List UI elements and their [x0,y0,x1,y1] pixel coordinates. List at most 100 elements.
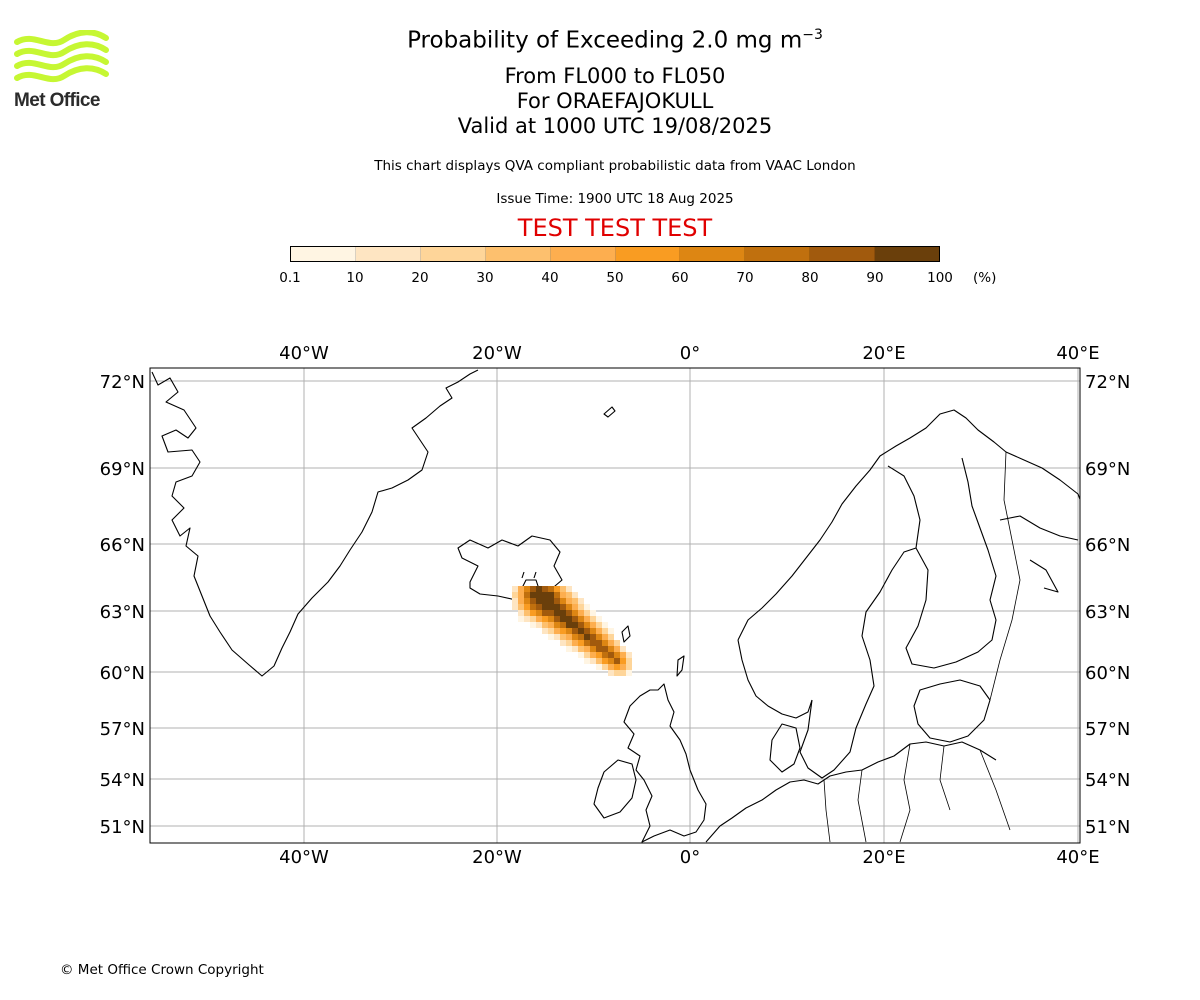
plume-cell [536,598,542,604]
plume-cell [530,598,536,604]
plume-cell [560,604,566,610]
ireland-coastline [593,759,637,819]
plume-cell [572,592,578,598]
latitude-label: 57°N [1085,719,1130,740]
plume-cell [560,634,566,640]
plume-cell [560,628,566,634]
plume-cell [584,640,590,646]
plume-cell [566,604,572,610]
plume-cell [590,628,596,634]
plume-cell [596,658,602,664]
plume-cell [602,646,608,652]
plume-cell [554,604,560,610]
issue-time: Issue Time: 1900 UTC 18 Aug 2025 [496,191,734,207]
longitude-label: 0° [680,343,700,364]
plume-cell [566,640,572,646]
plume-cell [578,640,584,646]
plume-cell [512,586,518,592]
logo-wave [14,53,109,71]
plume-cell [530,622,536,628]
shetland-coastline [676,655,685,677]
scandinavia-coastline [737,409,1080,641]
plume-cell [572,640,578,646]
longitude-label: 40°W [279,343,329,364]
plume-cell [596,652,602,658]
latitude-label: 54°N [100,770,145,791]
colorbar-tick-label: 10 [346,270,364,286]
plume-cell [584,628,590,634]
plume-cell [626,652,632,658]
plume-cell [608,646,614,652]
test-banner: TEST TEST TEST [517,214,713,242]
plume-cell [578,616,584,622]
longitude-label: 40°E [1056,847,1099,868]
plume-cell [566,592,572,598]
plume-cell [620,646,626,652]
plume-cell [572,616,578,622]
plume-cell [542,604,548,610]
latitude-label: 66°N [100,535,145,556]
plume-cell [548,598,554,604]
colorbar-segment [680,247,746,261]
colorbar-tick-label: 0.1 [279,270,301,286]
plume-cell [602,634,608,640]
plume-cell [596,628,602,634]
logo-text: Met Office [14,90,100,111]
plume-cell [536,616,542,622]
plume-cell [584,604,590,610]
plume-cell [530,604,536,610]
valid-time: Valid at 1000 UTC 19/08/2025 [457,114,773,138]
logo-wave [14,30,109,47]
colorbar-segment [485,247,551,261]
plume-cell [536,604,542,610]
plume-cell [584,652,590,658]
plume-cell [560,622,566,628]
plume-cell [542,622,548,628]
plume-cell [578,628,584,634]
colorbar-segment [745,247,811,261]
colorbar-tick-label: 30 [476,270,494,286]
plume-cell [578,610,584,616]
plume-cell [518,604,524,610]
plume-cell [620,664,626,670]
plume-cell [536,586,542,592]
plume-cell [620,670,626,676]
longitude-label: 0° [680,847,700,868]
plume-cell [560,592,566,598]
plume-cell [566,628,572,634]
plume-cell [596,616,602,622]
finland-coastline [905,457,997,669]
plume-cell [512,598,518,604]
plume-cell [584,634,590,640]
longitude-label: 20°E [862,847,905,868]
plume-cell [566,646,572,652]
baltic-coastline [913,679,991,743]
probability-colorbar [290,246,940,262]
plume-cell [578,652,584,658]
greenland-coastline [151,369,479,677]
plume-cell [560,598,566,604]
plume-cell [518,592,524,598]
plume-cell [518,610,524,616]
plume-cell [608,670,614,676]
plume-cell [602,640,608,646]
plume-cell [590,652,596,658]
plume-cell [584,610,590,616]
plume-cell [590,640,596,646]
plume-cell [614,664,620,670]
plume-cell [530,586,536,592]
plume-cell [608,658,614,664]
plume-cell [566,610,572,616]
plume-cell [554,592,560,598]
copyright: © Met Office Crown Copyright [60,962,264,978]
plume-cell [572,646,578,652]
plume-cell [548,604,554,610]
continental-europe-coastline [705,741,997,843]
plume-cell [524,598,530,604]
plume-cell [536,592,542,598]
plume-cell [572,628,578,634]
plume-cell [560,640,566,646]
plume-cell [590,622,596,628]
plume-cell [584,658,590,664]
